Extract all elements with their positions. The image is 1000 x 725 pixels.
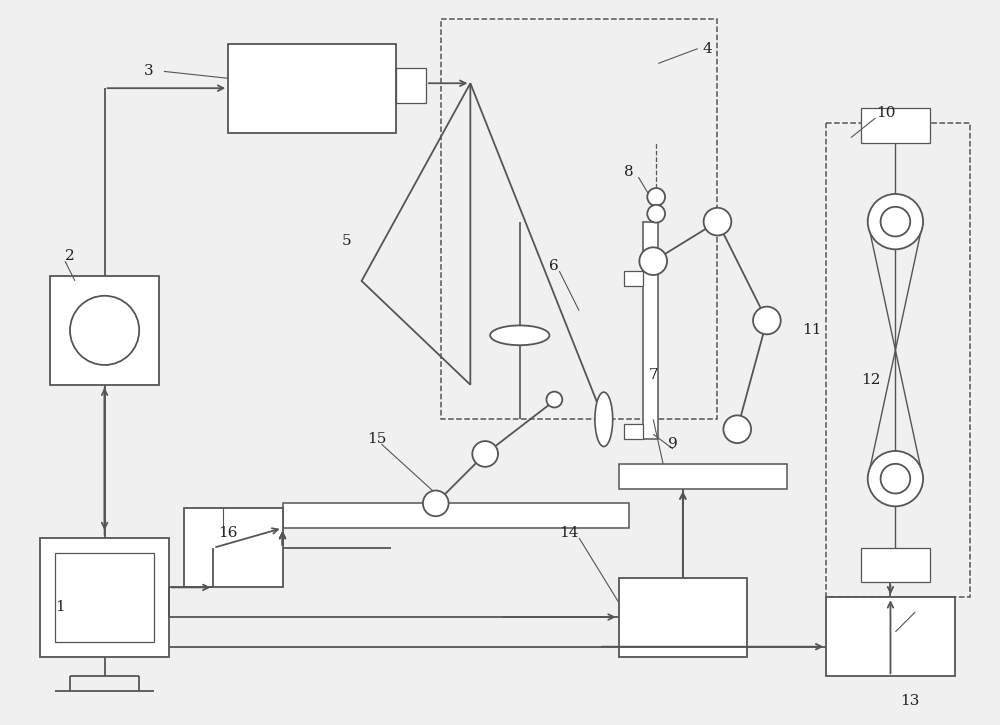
Text: 2: 2 <box>65 249 75 263</box>
Bar <box>643 222 658 439</box>
Text: 12: 12 <box>861 373 880 387</box>
Circle shape <box>704 208 731 236</box>
Text: 14: 14 <box>559 526 579 540</box>
Circle shape <box>868 451 923 506</box>
Text: 10: 10 <box>876 106 895 120</box>
Text: 16: 16 <box>218 526 238 540</box>
Bar <box>50 276 159 385</box>
Bar <box>441 19 717 419</box>
Bar <box>861 108 930 143</box>
Text: 7: 7 <box>648 368 658 382</box>
Text: 6: 6 <box>549 259 559 273</box>
Text: 13: 13 <box>901 694 920 708</box>
Circle shape <box>868 194 923 249</box>
Circle shape <box>723 415 751 443</box>
Circle shape <box>70 296 139 365</box>
Circle shape <box>546 392 562 407</box>
Bar <box>624 271 643 286</box>
Circle shape <box>881 464 910 494</box>
Ellipse shape <box>595 392 613 447</box>
Circle shape <box>753 307 781 334</box>
Bar <box>861 548 930 582</box>
Text: 5: 5 <box>342 234 352 249</box>
Bar <box>55 552 154 642</box>
Bar <box>619 464 787 489</box>
Circle shape <box>423 491 449 516</box>
Circle shape <box>647 188 665 206</box>
Text: 4: 4 <box>703 41 712 56</box>
Bar <box>826 123 970 597</box>
Text: 3: 3 <box>144 65 154 78</box>
Bar <box>619 578 747 657</box>
Circle shape <box>639 247 667 275</box>
Text: 9: 9 <box>668 437 678 451</box>
Bar <box>40 538 169 657</box>
Text: 11: 11 <box>802 323 821 337</box>
Bar <box>228 44 396 133</box>
Text: 1: 1 <box>55 600 65 614</box>
Text: 15: 15 <box>367 432 386 446</box>
Circle shape <box>881 207 910 236</box>
Bar <box>283 503 629 528</box>
Circle shape <box>647 205 665 223</box>
Ellipse shape <box>490 326 549 345</box>
Bar <box>624 424 643 439</box>
Bar <box>396 68 426 103</box>
Bar <box>184 508 283 587</box>
Text: 8: 8 <box>624 165 633 179</box>
Circle shape <box>472 441 498 467</box>
Bar <box>826 597 955 676</box>
